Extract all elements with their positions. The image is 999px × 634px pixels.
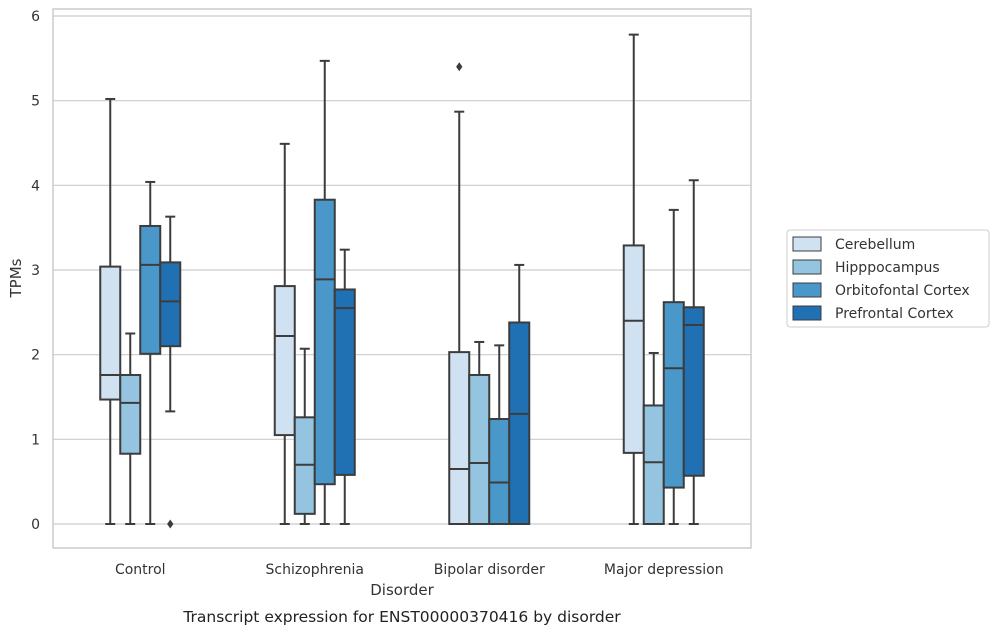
legend-swatch <box>792 236 822 252</box>
legend-label: Hipppocampus <box>835 260 940 276</box>
y-tick-label: 1 <box>31 432 40 448</box>
boxes <box>99 33 705 529</box>
legend-swatch <box>792 305 822 321</box>
y-tick-label: 0 <box>31 517 40 533</box>
legend-swatch <box>792 259 822 275</box>
iqr-box <box>508 321 531 526</box>
iqr-box <box>313 198 336 486</box>
iqr-box <box>682 306 705 477</box>
box-hipppocampus-3 <box>642 351 665 526</box>
x-tick-label: Control <box>115 562 166 578</box>
legend-label: Orbitofontal Cortex <box>835 283 970 299</box>
y-tick-labels: 0 1 2 3 4 5 6 <box>31 9 40 533</box>
box-hipppocampus-2 <box>468 340 491 525</box>
iqr-box <box>468 373 491 525</box>
iqr-box <box>333 288 356 476</box>
box-orbitofontal-cortex-1 <box>313 59 336 525</box>
box-prefrontal-cortex-2 <box>508 263 531 526</box>
y-axis-label: TPMs <box>7 258 25 298</box>
outlier-point <box>167 519 174 529</box>
legend-label: Prefrontal Cortex <box>835 306 954 322</box>
x-tick-label: Bipolar disorder <box>434 562 545 578</box>
y-tick-label: 2 <box>31 348 40 364</box>
iqr-box <box>139 224 162 355</box>
box-prefrontal-cortex-3 <box>682 179 705 525</box>
legend-frame <box>786 229 990 328</box>
iqr-box <box>642 404 665 526</box>
iqr-box <box>119 373 142 455</box>
iqr-box <box>273 285 296 437</box>
iqr-box <box>159 261 182 348</box>
iqr-box <box>99 265 122 401</box>
box-cerebellum-2 <box>448 62 471 526</box>
legend: Cerebellum Hipppocampus Orbitofontal Corte… <box>786 229 990 328</box>
legend-label: Cerebellum <box>835 237 915 253</box>
box-orbitofontal-cortex-3 <box>662 208 685 525</box>
legend-swatch <box>792 282 822 298</box>
outlier-point <box>456 62 463 72</box>
iqr-box <box>622 244 645 454</box>
box-cerebellum-0 <box>99 97 122 525</box>
box-orbitofontal-cortex-2 <box>488 344 511 525</box>
box-orbitofontal-cortex-0 <box>139 180 162 525</box>
box-prefrontal-cortex-1 <box>333 248 356 525</box>
box-prefrontal-cortex-0 <box>159 215 182 529</box>
x-axis-label: Disorder <box>370 581 434 599</box>
box-cerebellum-3 <box>622 33 645 525</box>
iqr-box <box>662 301 685 489</box>
x-tick-labels: Control Schizophrenia Bipolar disorder Majo… <box>115 562 724 578</box>
y-tick-label: 5 <box>31 94 40 110</box>
y-tick-label: 6 <box>31 9 40 25</box>
iqr-box <box>488 418 511 525</box>
y-tick-label: 4 <box>31 178 40 194</box>
iqr-box <box>448 351 471 526</box>
box-hipppocampus-0 <box>119 332 142 525</box>
x-tick-label: Schizophrenia <box>266 562 364 578</box>
box-hipppocampus-1 <box>293 347 316 525</box>
x-tick-label: Major depression <box>604 562 724 578</box>
box-cerebellum-1 <box>273 142 296 525</box>
y-tick-label: 3 <box>31 263 40 279</box>
chart-caption: Transcript expression for ENST0000037041… <box>182 608 621 626</box>
plot-frame <box>52 8 752 549</box>
